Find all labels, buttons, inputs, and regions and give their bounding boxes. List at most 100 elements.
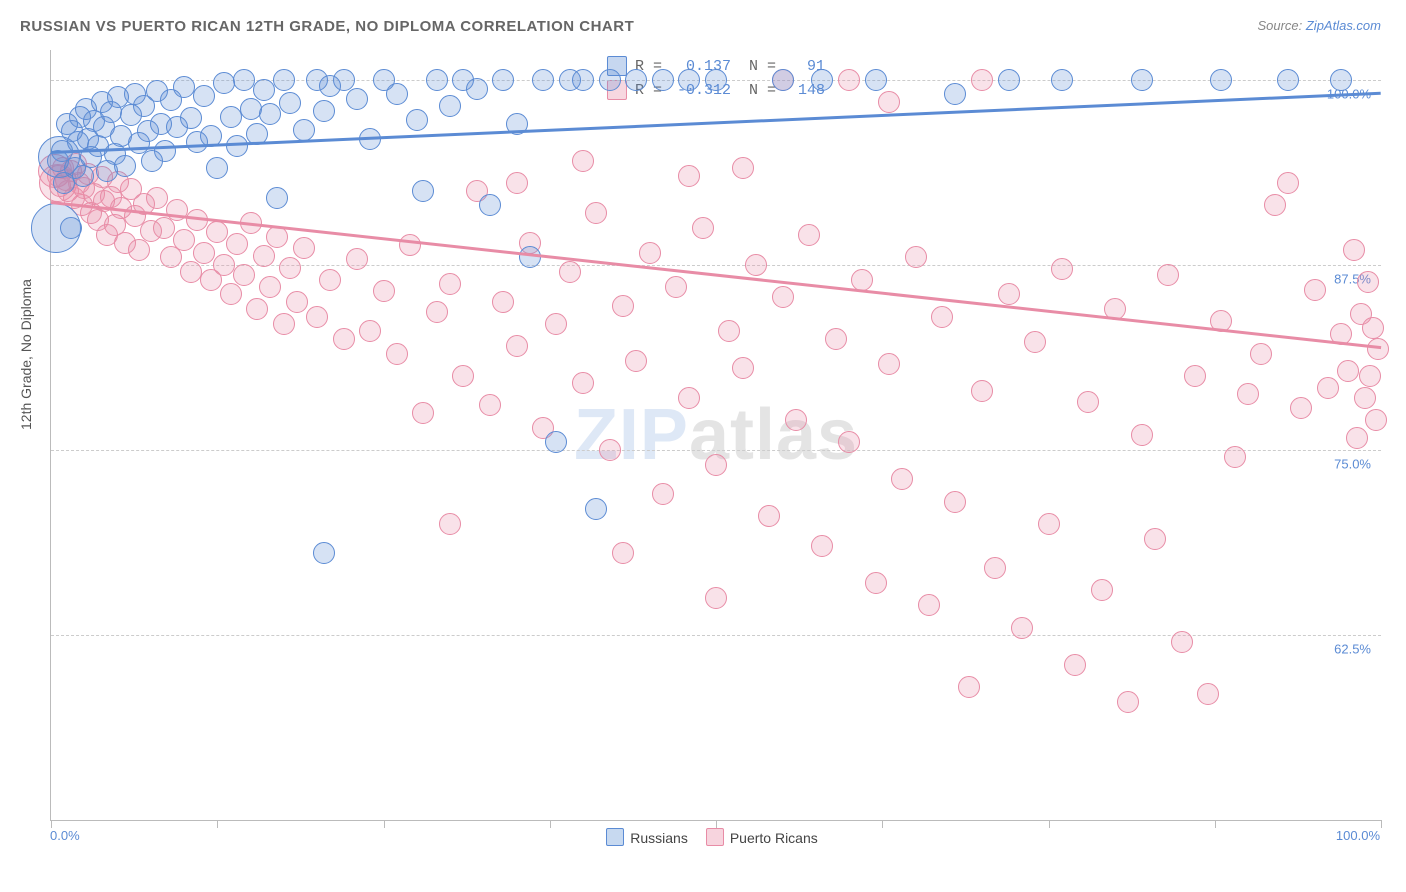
scatter-point-puerto_ricans	[91, 166, 113, 188]
scatter-point-russians	[293, 119, 315, 141]
scatter-point-puerto_ricans	[1157, 264, 1179, 286]
scatter-point-puerto_ricans	[52, 157, 74, 179]
scatter-point-russians	[64, 157, 86, 179]
scatter-point-puerto_ricans	[246, 298, 268, 320]
scatter-point-puerto_ricans	[386, 343, 408, 365]
y-tick-label: 87.5%	[1334, 271, 1371, 286]
scatter-point-russians	[439, 95, 461, 117]
scatter-point-puerto_ricans	[1354, 387, 1376, 409]
scatter-point-russians	[944, 83, 966, 105]
scatter-point-russians	[506, 113, 528, 135]
scatter-point-puerto_ricans	[772, 286, 794, 308]
scatter-point-russians	[133, 95, 155, 117]
scatter-point-russians	[56, 113, 78, 135]
scatter-point-puerto_ricans	[1117, 691, 1139, 713]
scatter-point-russians	[346, 88, 368, 110]
scatter-point-russians	[69, 106, 91, 128]
scatter-point-russians	[386, 83, 408, 105]
scatter-point-puerto_ricans	[186, 209, 208, 231]
scatter-point-russians	[246, 123, 268, 145]
scatter-point-puerto_ricans	[1051, 258, 1073, 280]
trend-line-puerto_ricans	[51, 201, 1381, 349]
scatter-point-russians	[585, 498, 607, 520]
scatter-point-russians	[72, 165, 94, 187]
scatter-point-russians	[186, 131, 208, 153]
scatter-point-russians	[226, 135, 248, 157]
scatter-point-puerto_ricans	[758, 505, 780, 527]
scatter-point-puerto_ricans	[1290, 397, 1312, 419]
scatter-point-puerto_ricans	[918, 594, 940, 616]
scatter-point-russians	[406, 109, 428, 131]
scatter-point-puerto_ricans	[506, 335, 528, 357]
scatter-point-puerto_ricans-large	[39, 164, 77, 202]
scatter-point-russians	[100, 101, 122, 123]
scatter-point-puerto_ricans	[1197, 683, 1219, 705]
scatter-point-puerto_ricans	[60, 160, 82, 182]
legend-swatch	[606, 828, 624, 846]
scatter-point-puerto_ricans	[572, 150, 594, 172]
scatter-point-russians	[479, 194, 501, 216]
scatter-point-puerto_ricans	[439, 513, 461, 535]
scatter-point-puerto_ricans	[93, 190, 115, 212]
scatter-point-puerto_ricans	[1250, 343, 1272, 365]
scatter-point-puerto_ricans	[1350, 303, 1372, 325]
scatter-point-puerto_ricans	[71, 194, 93, 216]
scatter-point-russians	[150, 113, 172, 135]
watermark-atlas: atlas	[689, 395, 858, 475]
stats-swatch-puerto_ricans	[607, 80, 627, 100]
scatter-point-puerto_ricans	[984, 557, 1006, 579]
scatter-point-russians	[466, 78, 488, 100]
scatter-point-russians	[141, 150, 163, 172]
scatter-point-puerto_ricans	[1091, 579, 1113, 601]
scatter-point-puerto_ricans	[678, 387, 700, 409]
x-tick	[882, 820, 883, 828]
scatter-point-puerto_ricans	[1362, 317, 1384, 339]
scatter-point-puerto_ricans	[732, 157, 754, 179]
scatter-point-puerto_ricans	[439, 273, 461, 295]
scatter-point-puerto_ricans	[585, 202, 607, 224]
scatter-point-puerto_ricans	[346, 248, 368, 270]
correlation-stats-box: R = 0.137 N = 91R = -0.312 N = 148	[607, 54, 825, 102]
scatter-point-russians	[313, 100, 335, 122]
scatter-point-puerto_ricans	[572, 372, 594, 394]
scatter-point-puerto_ricans	[1064, 654, 1086, 676]
scatter-point-puerto_ricans	[333, 328, 355, 350]
scatter-point-puerto_ricans	[545, 313, 567, 335]
x-tick	[51, 820, 52, 828]
scatter-point-puerto_ricans	[206, 221, 228, 243]
legend-label: Puerto Ricans	[730, 830, 818, 846]
scatter-point-russians	[75, 98, 97, 120]
scatter-point-russians	[193, 85, 215, 107]
source-link[interactable]: ZipAtlas.com	[1306, 18, 1381, 33]
scatter-plot-area: ZIPatlas R = 0.137 N = 91R = -0.312 N = …	[50, 50, 1381, 821]
scatter-point-puerto_ricans	[373, 280, 395, 302]
scatter-point-puerto_ricans	[878, 91, 900, 113]
y-tick-label: 75.0%	[1334, 456, 1371, 471]
scatter-point-puerto_ricans	[665, 276, 687, 298]
scatter-point-puerto_ricans	[259, 276, 281, 298]
scatter-point-russians	[146, 80, 168, 102]
scatter-point-puerto_ricans	[998, 283, 1020, 305]
scatter-point-puerto_ricans	[1365, 409, 1387, 431]
scatter-point-puerto_ricans	[57, 180, 79, 202]
scatter-point-puerto_ricans	[1330, 323, 1352, 345]
scatter-point-russians	[77, 128, 99, 150]
scatter-point-puerto_ricans-large	[38, 154, 72, 188]
scatter-point-puerto_ricans	[1317, 377, 1339, 399]
scatter-point-russians	[87, 135, 109, 157]
scatter-point-puerto_ricans	[1237, 383, 1259, 405]
scatter-point-puerto_ricans	[68, 172, 90, 194]
scatter-point-russians	[53, 172, 75, 194]
scatter-point-puerto_ricans	[73, 177, 95, 199]
y-axis-label: 12th Grade, No Diploma	[18, 279, 34, 430]
scatter-point-russians	[51, 140, 73, 162]
scatter-point-puerto_ricans	[120, 178, 142, 200]
stats-text-russians: R = 0.137 N = 91	[635, 58, 825, 75]
scatter-point-puerto_ricans	[200, 269, 222, 291]
scatter-point-puerto_ricans	[128, 239, 150, 261]
scatter-point-puerto_ricans	[114, 232, 136, 254]
scatter-point-puerto_ricans	[1264, 194, 1286, 216]
source-prefix: Source:	[1257, 18, 1305, 33]
x-tick	[1215, 820, 1216, 828]
gridline-h	[51, 450, 1381, 451]
